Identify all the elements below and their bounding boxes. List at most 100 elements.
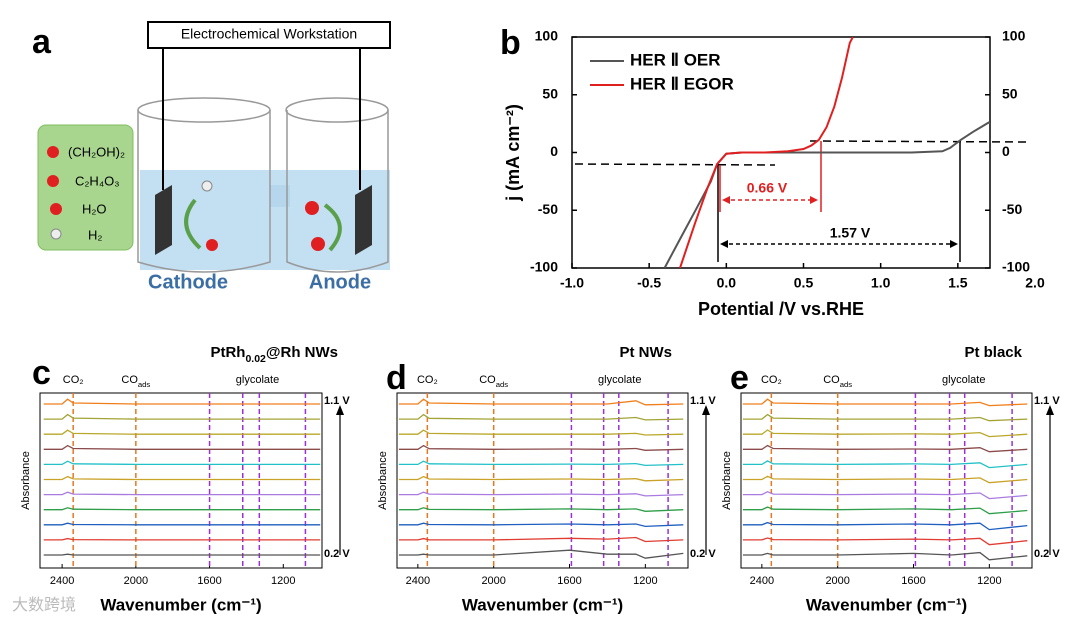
y-axis-label: Absorbance (20, 451, 32, 510)
molecule (305, 201, 319, 215)
workstation-box (147, 21, 391, 49)
text-part: CO₂ (761, 374, 782, 386)
panel-label: e (730, 359, 749, 397)
arrow-head (702, 405, 710, 415)
y-tick-label: -100 (530, 259, 558, 275)
x-axis-label: Wavenumber (cm⁻¹) (100, 595, 261, 614)
spectrum (742, 413, 1028, 422)
subscript: ads (138, 380, 151, 389)
series-line (679, 37, 854, 268)
chart-title: Pt black (964, 344, 1022, 361)
molecule (311, 237, 325, 251)
panel-a: a Electrochemical Workstation Cathode An… (32, 21, 391, 293)
y-axis-label: Absorbance (721, 451, 733, 510)
spectrum (43, 398, 321, 405)
spectrum (43, 537, 321, 541)
spectrum (742, 475, 1028, 484)
text-part: glycolate (598, 374, 641, 386)
chart-title: Pt NWs (620, 344, 673, 361)
beaker (286, 110, 389, 273)
panel-label: c (32, 354, 51, 392)
text-part: Pt black (964, 344, 1022, 361)
bottom-label: 0.2 V (1034, 548, 1060, 560)
spectrum (43, 413, 321, 420)
top-label: 1.1 V (690, 395, 716, 407)
arrow-head (336, 405, 344, 415)
x-tick-label: -1.0 (560, 275, 584, 291)
cathode-electrode (155, 185, 172, 255)
top-label: 1.1 V (1034, 395, 1060, 407)
annotation: COads (823, 374, 852, 389)
y-axis-label: j (mA cm⁻²) (503, 104, 523, 202)
x-tick-label: 2400 (750, 575, 774, 587)
x-axis-label: Wavenumber (cm⁻¹) (806, 595, 967, 614)
x-tick-label: 0.5 (794, 275, 814, 291)
spectrum (398, 507, 684, 512)
text-part: glycolate (942, 374, 985, 386)
spectrum (398, 522, 684, 528)
arrow-head (950, 240, 958, 248)
arrow-head (720, 240, 728, 248)
cycle-arrow (184, 198, 202, 250)
cycle-arrow (323, 203, 342, 252)
bottom-label: 0.2 V (690, 548, 716, 560)
text-part: CO (479, 374, 496, 386)
y2-tick-label: -50 (1002, 201, 1022, 217)
panel-label: a (32, 23, 52, 61)
spectrum (742, 551, 1028, 561)
watermark: 大数跨境 (12, 595, 76, 614)
spectrum (742, 460, 1028, 469)
spectrum (43, 553, 321, 556)
text-part: CO (823, 374, 840, 386)
molecule (50, 228, 62, 240)
panel-label: b (500, 24, 521, 62)
legend-label: HER Ⅱ OER (630, 50, 721, 69)
text-part: @Rh NWs (266, 344, 338, 361)
x-tick-label: 2.0 (1025, 275, 1045, 291)
molecule (206, 239, 218, 251)
text-part: glycolate (236, 374, 279, 386)
panel-label: d (386, 359, 407, 397)
molecule (47, 175, 59, 187)
x-axis-label: Wavenumber (cm⁻¹) (462, 595, 623, 614)
subscript: 0.02 (245, 353, 266, 365)
x-tick-label: 1600 (197, 575, 221, 587)
spectrum (398, 429, 684, 436)
text-part: PtRh (210, 344, 245, 361)
annotation: glycolate (942, 374, 985, 386)
annotation: glycolate (598, 374, 641, 386)
annotation: 0.66 V (747, 180, 788, 196)
spectrum (398, 398, 684, 406)
spectrum (742, 537, 1028, 546)
y-tick-label: -50 (538, 201, 558, 217)
arrow-head (1046, 405, 1054, 415)
spectrum (398, 475, 684, 482)
spectrum (43, 507, 321, 511)
text-part: CO (121, 374, 138, 386)
molecule (201, 180, 213, 192)
legend-label: C₂H₄O₃ (75, 173, 120, 188)
y2-tick-label: 50 (1002, 85, 1018, 101)
y-axis-label: Absorbance (377, 451, 389, 510)
spectrum (398, 536, 684, 543)
chart-title: PtRh0.02@Rh NWs (210, 344, 338, 365)
plot-frame (396, 392, 689, 569)
molecule (47, 146, 59, 158)
annotation: CO₂ (63, 374, 84, 386)
x-tick-label: 0.0 (717, 275, 737, 291)
legend-label: H₂O (82, 201, 107, 216)
annotation: 1.57 V (830, 225, 871, 241)
y-tick-label: 100 (535, 28, 559, 44)
anode-label: Anode (309, 271, 371, 293)
arrow-head (722, 196, 730, 204)
spectrum (742, 429, 1028, 438)
x-tick-label: 2400 (50, 575, 74, 587)
spectrum (398, 460, 684, 467)
spectrum (398, 549, 684, 559)
x-axis-label: Potential /V vs.RHE (698, 299, 864, 319)
dashed-guide (574, 163, 776, 166)
spectrum (43, 460, 321, 466)
spectrum (742, 521, 1028, 531)
subscript: ads (496, 380, 509, 389)
